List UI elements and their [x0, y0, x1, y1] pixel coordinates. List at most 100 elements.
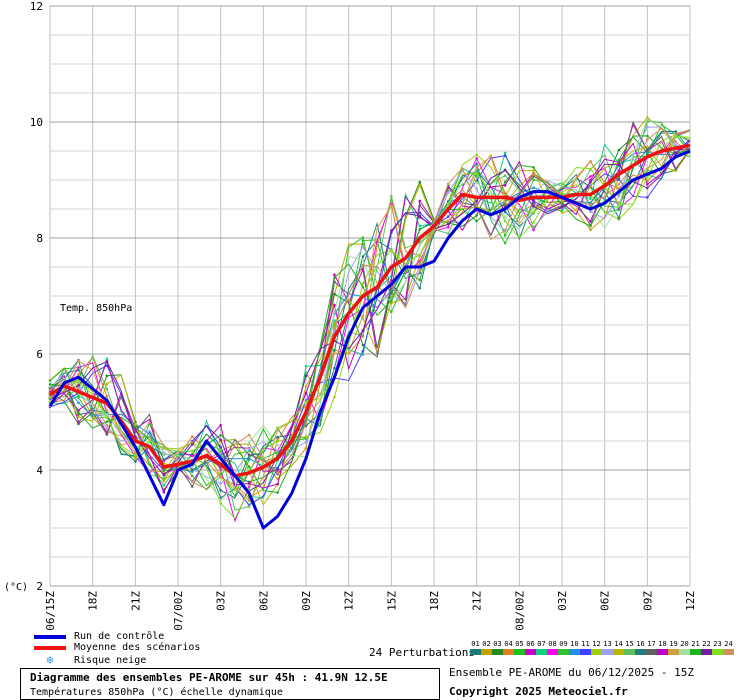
perturbation-point — [77, 387, 80, 390]
perturbation-point — [304, 446, 308, 450]
perturbation-point — [219, 445, 222, 449]
ensemble-chart: 2 4 6 8 10 12 06/15Z 18Z 21Z 07/00Z 03Z 06Z 09Z 12Z 1… — [4, 0, 697, 631]
perturbation-point — [361, 282, 365, 285]
perturbation-key-number: 02 — [482, 640, 491, 648]
perturbation-point — [304, 365, 308, 368]
legend-mean-swatch — [34, 645, 66, 650]
perturbation-point — [162, 473, 166, 477]
perturbation-point — [105, 427, 109, 431]
perturbation-point — [617, 203, 621, 206]
perturbation-line-18 — [49, 142, 691, 494]
perturbation-key-number: 17 — [647, 640, 656, 648]
perturbation-point — [475, 153, 478, 157]
perturbation-point — [503, 184, 507, 187]
perturbation-point — [77, 373, 80, 377]
legend-snow: ❄ Risque neige — [34, 653, 146, 667]
perturbation-point — [617, 182, 621, 186]
perturbation-key-swatch — [723, 649, 734, 655]
perturbation-point — [162, 458, 166, 461]
perturbation-point — [503, 219, 507, 223]
perturbation-key-number: 06 — [526, 640, 535, 648]
perturbation-point — [390, 299, 393, 303]
perturbation-key-number: 22 — [702, 640, 711, 648]
perturbation-point — [105, 360, 109, 363]
perturbation-key-01: 01 — [470, 640, 481, 655]
perturbation-key-swatch — [646, 649, 657, 655]
perturbation-point — [304, 435, 308, 439]
perturbation-point — [418, 183, 422, 187]
perturbation-key-number: 19 — [669, 640, 678, 648]
perturbation-key-number: 21 — [691, 640, 700, 648]
legend-snow-label: Risque neige — [74, 654, 147, 666]
perturbation-point — [361, 236, 365, 239]
perturbation-key-21: 21 — [690, 640, 701, 655]
chart-subtitle: Températures 850hPa (°C) échelle dynamiq… — [30, 687, 283, 698]
perturbation-point — [646, 186, 649, 190]
perturbation-point — [446, 232, 450, 235]
perturbation-point — [105, 357, 109, 361]
chart-annotation: Temp. 850hPa — [60, 303, 132, 314]
perturbation-point — [276, 426, 279, 430]
perturbation-point — [674, 134, 678, 138]
perturbation-point — [503, 180, 507, 184]
perturbation-point — [333, 292, 336, 296]
perturbation-point — [247, 433, 251, 437]
perturbation-key-04: 04 — [503, 640, 514, 655]
perturbation-point — [589, 185, 592, 188]
perturbation-key-swatch — [492, 649, 503, 655]
perturbation-key-swatch — [569, 649, 580, 655]
perturbation-point — [77, 420, 80, 424]
perturbation-point — [105, 382, 109, 386]
y-tick-label: 8 — [36, 232, 43, 245]
perturbation-key-swatch — [657, 649, 668, 655]
perturbation-point — [532, 205, 535, 208]
perturbation-point — [219, 423, 222, 427]
perturbations-label: 24 Perturbations — [369, 646, 475, 659]
perturbation-key-number: 20 — [680, 640, 689, 648]
perturbation-point — [105, 409, 109, 412]
perturbation-point — [617, 158, 621, 162]
perturbation-point — [560, 187, 564, 191]
perturbation-key-number: 24 — [724, 640, 733, 648]
perturbation-point — [77, 381, 80, 384]
perturbation-line-22 — [49, 140, 691, 492]
perturbation-point — [674, 140, 678, 144]
perturbation-point — [503, 241, 507, 245]
y-tick-label: 10 — [30, 116, 43, 129]
perturbation-point — [390, 204, 393, 207]
perturbation-point — [247, 465, 251, 469]
perturbation-point — [247, 499, 251, 502]
perturbation-point — [361, 335, 365, 338]
perturbation-point — [190, 435, 194, 438]
perturbation-key-swatch — [602, 649, 613, 655]
horizontal-gridlines — [50, 5, 690, 587]
perturbation-point — [560, 185, 564, 188]
perturbation-key-swatch — [690, 649, 701, 655]
perturbation-point — [190, 474, 194, 478]
perturbation-point — [532, 172, 535, 176]
perturbation-point — [617, 148, 621, 152]
perturbation-point — [532, 166, 535, 169]
perturbation-point — [446, 191, 450, 194]
perturbation-point — [190, 470, 194, 474]
x-tick-label: 06Z — [257, 591, 270, 611]
x-axis-ticks: 06/15Z 18Z 21Z 07/00Z 03Z 06Z 09Z 12Z 15Z 18Z 21Z 0… — [44, 591, 697, 631]
perturbation-color-key: 01 02 03 04 05 06 07 08 09 10 11 12 13 14 15 16 17 18 19 20… — [470, 640, 734, 655]
perturbation-point — [333, 273, 336, 276]
perturbation-point — [503, 229, 507, 232]
perturbation-key-number: 13 — [603, 640, 612, 648]
perturbation-point — [589, 228, 592, 232]
perturbation-key-09: 09 — [558, 640, 569, 655]
perturbation-point — [390, 249, 393, 253]
x-tick-label: 18Z — [428, 591, 441, 611]
perturbation-key-swatch — [679, 649, 690, 655]
perturbation-point — [219, 501, 222, 505]
legend-control-label: Run de contrôle — [74, 631, 165, 642]
perturbation-point — [418, 199, 422, 203]
perturbation-point — [560, 181, 564, 184]
perturbation-point — [589, 219, 592, 223]
perturbation-point — [361, 258, 365, 262]
perturbation-key-08: 08 — [547, 640, 558, 655]
perturbation-point — [475, 214, 478, 217]
perturbation-point — [48, 385, 52, 388]
